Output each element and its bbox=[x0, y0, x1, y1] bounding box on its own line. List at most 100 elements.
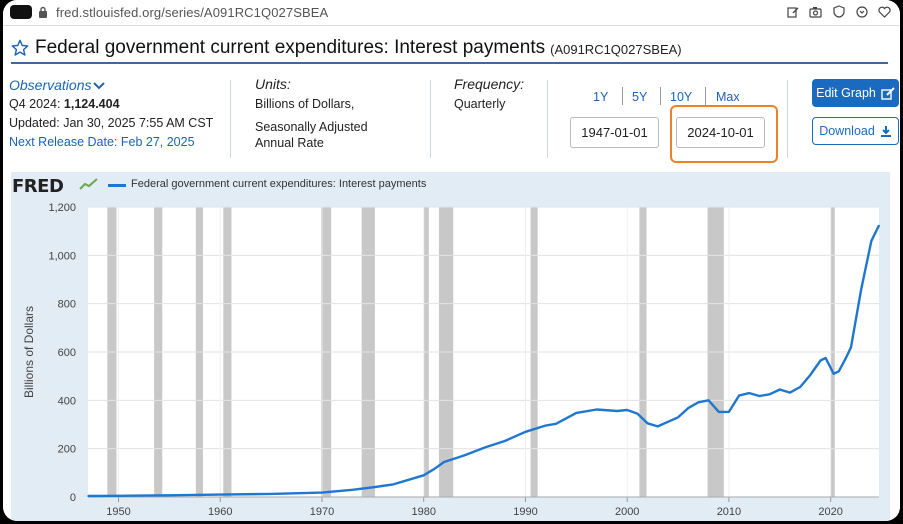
data-point bbox=[865, 264, 868, 266]
legend-label: Federal government current expenditures:… bbox=[131, 178, 427, 190]
data-point bbox=[738, 394, 740, 397]
y-tick-label: 1,200 bbox=[48, 202, 76, 214]
updated-text: Updated: Jan 30, 2025 7:55 AM CST bbox=[9, 116, 214, 130]
download-label: Download bbox=[819, 124, 875, 138]
heart-icon[interactable] bbox=[877, 4, 892, 19]
data-point bbox=[860, 288, 862, 290]
range-max-button[interactable]: Max bbox=[716, 90, 740, 104]
data-point bbox=[626, 409, 629, 411]
data-point bbox=[321, 491, 323, 494]
divider bbox=[230, 80, 231, 158]
data-point bbox=[779, 388, 781, 391]
edit-icon bbox=[881, 86, 895, 100]
x-tick-label: 1980 bbox=[411, 506, 435, 518]
end-date-highlight bbox=[670, 105, 778, 163]
units-line3: Annual Rate bbox=[255, 136, 324, 150]
next-release-link[interactable]: Next Release Date: Feb 27, 2025 bbox=[9, 135, 195, 149]
divider bbox=[787, 80, 788, 158]
data-point bbox=[748, 392, 751, 394]
browser-address-bar[interactable]: fred.stlouisfed.org/series/A091RC1Q027SB… bbox=[3, 0, 900, 26]
data-point bbox=[824, 357, 827, 359]
fred-chart-logo-icon bbox=[79, 178, 98, 190]
range-5y-button[interactable]: 5Y bbox=[632, 90, 648, 104]
data-point bbox=[717, 411, 720, 413]
shield-icon[interactable] bbox=[831, 4, 846, 19]
y-tick-label: 600 bbox=[58, 347, 76, 359]
data-point bbox=[117, 494, 120, 497]
divider bbox=[622, 87, 623, 105]
edit-page-icon[interactable] bbox=[785, 4, 800, 19]
start-date-input[interactable]: 1947-01-01 bbox=[570, 117, 659, 148]
data-point bbox=[351, 488, 354, 491]
line-chart[interactable]: 0 200 400 600 800 1,000 1,200 1950 1960 1970 1980 1… bbox=[3, 0, 900, 521]
data-point bbox=[575, 412, 578, 414]
data-point bbox=[687, 407, 690, 409]
data-point bbox=[850, 346, 852, 348]
data-point bbox=[270, 493, 272, 495]
y-tick-label: 200 bbox=[58, 444, 76, 456]
menu-icon[interactable] bbox=[854, 4, 869, 19]
legend-swatch bbox=[108, 184, 126, 187]
url-text[interactable]: fred.stlouisfed.org/series/A091RC1Q027SB… bbox=[56, 5, 329, 20]
data-point bbox=[799, 386, 801, 388]
data-point bbox=[422, 474, 425, 477]
tab-indicator[interactable] bbox=[10, 5, 32, 19]
edit-graph-label: Edit Graph bbox=[816, 86, 876, 100]
x-tick-label: 2020 bbox=[818, 506, 842, 518]
data-point bbox=[809, 374, 812, 376]
x-tick-label: 1960 bbox=[208, 506, 232, 518]
data-point bbox=[443, 461, 445, 463]
data-point bbox=[463, 454, 466, 457]
observations-dropdown[interactable]: Observations bbox=[9, 76, 213, 95]
data-point bbox=[878, 224, 880, 227]
y-axis-label: Billions of Dollars bbox=[22, 306, 36, 398]
edit-graph-button[interactable]: Edit Graph bbox=[812, 79, 899, 107]
observations-label[interactable]: Observations bbox=[9, 77, 92, 93]
page-title: Federal government current expenditures:… bbox=[35, 37, 546, 58]
y-tick-label: 800 bbox=[58, 299, 76, 311]
data-point bbox=[677, 416, 679, 419]
fred-logo: FRED bbox=[12, 176, 64, 197]
range-10y-button[interactable]: 10Y bbox=[670, 90, 693, 104]
divider bbox=[430, 80, 431, 158]
units-label: Units: bbox=[255, 76, 291, 92]
data-point bbox=[392, 483, 395, 486]
data-point bbox=[372, 486, 374, 489]
browser-window: fred.stlouisfed.org/series/A091RC1Q027SB… bbox=[3, 0, 900, 521]
data-point bbox=[855, 317, 857, 319]
y-tick-label: 400 bbox=[58, 395, 76, 407]
frequency-label: Frequency: bbox=[454, 76, 525, 92]
data-point bbox=[524, 430, 527, 433]
data-point bbox=[819, 359, 822, 362]
x-tick-label: 2010 bbox=[717, 506, 741, 518]
data-point bbox=[545, 424, 547, 427]
divider bbox=[705, 87, 706, 105]
download-button[interactable]: Download bbox=[812, 117, 899, 145]
series-line bbox=[87, 224, 881, 498]
latest-observation: Q4 2024: 1,124.404 bbox=[9, 95, 213, 114]
data-point bbox=[789, 391, 791, 394]
frequency-panel: Frequency: Quarterly bbox=[454, 76, 524, 112]
units-panel: Units: Billions of Dollars, Seasonally A… bbox=[255, 76, 368, 151]
x-tick-label: 2000 bbox=[615, 506, 639, 518]
series-id: (A091RC1Q027SBEA) bbox=[550, 42, 682, 57]
latest-value: 1,124.404 bbox=[63, 97, 120, 111]
data-point bbox=[87, 495, 89, 497]
range-1y-button[interactable]: 1Y bbox=[593, 90, 609, 104]
chevron-down-icon[interactable] bbox=[93, 81, 106, 90]
data-point bbox=[768, 393, 771, 396]
observations-panel: Observations Q4 2024: 1,124.404 Updated:… bbox=[9, 76, 213, 152]
data-point bbox=[646, 422, 649, 425]
end-date-input[interactable]: 2024-10-01 bbox=[676, 117, 765, 148]
data-point bbox=[728, 411, 730, 413]
units-line2: Seasonally Adjusted bbox=[255, 120, 368, 134]
x-tick-label: 1990 bbox=[513, 506, 537, 518]
star-icon[interactable] bbox=[11, 39, 29, 57]
data-point bbox=[707, 399, 710, 402]
y-tick-label: 1,000 bbox=[48, 250, 76, 262]
data-point bbox=[433, 468, 435, 471]
data-point bbox=[168, 494, 171, 497]
data-point bbox=[595, 408, 598, 411]
camera-icon[interactable] bbox=[808, 4, 823, 19]
x-tick-label: 1970 bbox=[310, 506, 334, 518]
